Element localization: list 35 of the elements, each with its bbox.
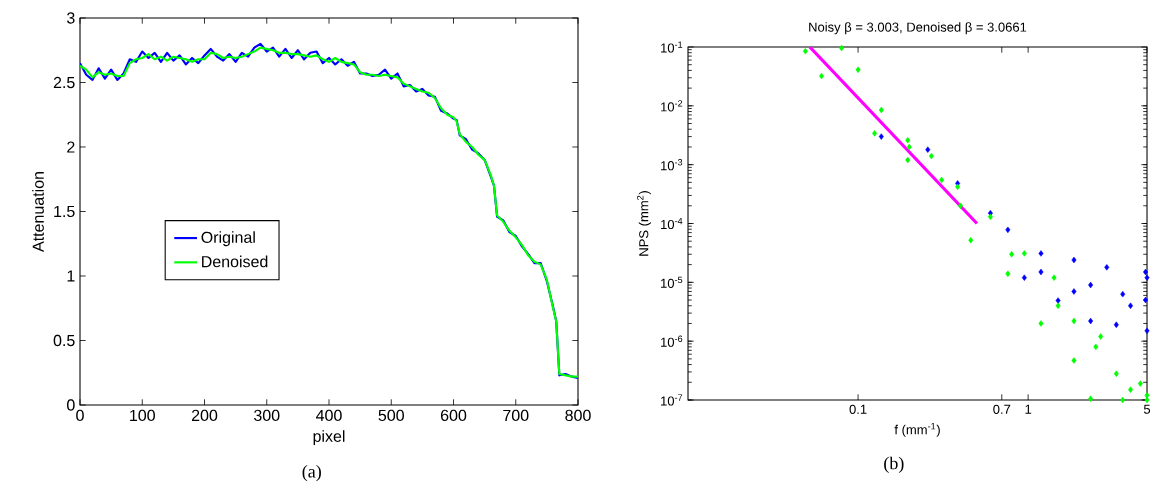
y-axis-title: NPS (mm$^{2}$) — [637, 191, 651, 256]
y-tick-label: 10$^{-2}$ — [661, 100, 683, 112]
legend-label: Denoised — [202, 255, 268, 268]
y-tick-label: 3 — [67, 12, 75, 24]
y-tick-label: 1.5 — [54, 205, 75, 218]
x-tick-label: 0.7 — [993, 404, 1011, 414]
y-tick-label: 10$^{-3}$ — [661, 159, 683, 171]
y-tick-label: 0.5 — [53, 334, 75, 347]
x-tick-label: 5 — [1143, 404, 1151, 414]
x-tick-label: 700 — [503, 409, 529, 422]
y-tick-label: 1 — [67, 270, 75, 282]
y-axis-title: Attenuation — [32, 172, 44, 252]
chart-title: Noisy β = 3.003, Denoised β = 3.0661 — [809, 22, 1027, 35]
x-tick-label: 500 — [378, 409, 404, 422]
x-tick-label: 600 — [440, 409, 467, 422]
y-tick-label: 10$^{-1}$ — [661, 41, 683, 53]
x-tick-label: 1 — [1025, 404, 1032, 414]
x-axis-title: pixel — [313, 430, 345, 446]
y-tick-label: 2 — [67, 141, 75, 153]
x-tick-label: 0.1 — [849, 404, 867, 414]
y-tick-label: 10$^{-4}$ — [661, 217, 683, 230]
y-tick-label: 2.5 — [53, 76, 75, 89]
x-axis-title: f (mm$^{-1}$) — [894, 423, 940, 437]
legend-label: Original — [201, 231, 255, 247]
text: (b) — [884, 456, 904, 473]
x-tick-label: 100 — [130, 409, 155, 422]
x-tick-label: 300 — [254, 409, 280, 422]
y-tick-label: 10$^{-5}$ — [661, 276, 683, 288]
y-tick-label: 10$^{-7}$ — [661, 394, 683, 406]
x-tick-label: 200 — [191, 409, 218, 422]
x-tick-label: 400 — [316, 409, 342, 422]
text: (a) — [302, 464, 321, 482]
x-tick-label: 0 — [76, 409, 84, 422]
y-tick-label: 10$^{-6}$ — [661, 335, 683, 347]
x-tick-label: 800 — [565, 409, 591, 422]
